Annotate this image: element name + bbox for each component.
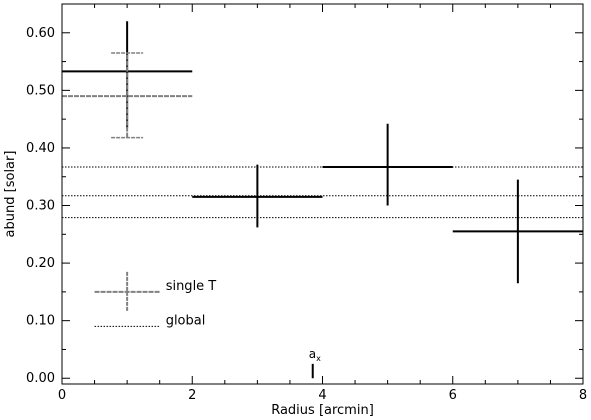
y-tick-label: 0.30 xyxy=(26,199,55,214)
legend-label-global: global xyxy=(166,313,206,328)
x-tick-label: 0 xyxy=(58,388,66,403)
plot-frame xyxy=(61,3,584,385)
legend-label-single-t: single T xyxy=(166,279,217,294)
x-axis-label: Radius [arcmin] xyxy=(271,403,374,418)
x-tick-label: 2 xyxy=(188,388,196,403)
y-tick-label: 0.20 xyxy=(26,256,55,271)
y-tick-label: 0.10 xyxy=(26,314,55,329)
axes: 0 2 4 6 8 0.00 0.10 0.20 0.30 0.40 0.50 0.60 xyxy=(26,3,587,403)
x-tick-label: 4 xyxy=(318,388,326,403)
legend: single T global xyxy=(94,271,217,328)
y-tick-label: 0.00 xyxy=(26,371,55,386)
y-tick-label: 0.50 xyxy=(26,83,55,98)
ax-annotation-label: ax xyxy=(309,347,321,363)
y-axis-label: abund [solar] xyxy=(3,151,18,238)
annotations: ax xyxy=(309,347,321,379)
data-points xyxy=(62,21,583,284)
y-tick-label: 0.60 xyxy=(26,26,55,41)
x-tick-label: 8 xyxy=(579,388,587,403)
global-reference-lines xyxy=(62,166,583,219)
y-tick-label: 0.40 xyxy=(26,141,55,156)
x-tick-label: 6 xyxy=(449,388,457,403)
